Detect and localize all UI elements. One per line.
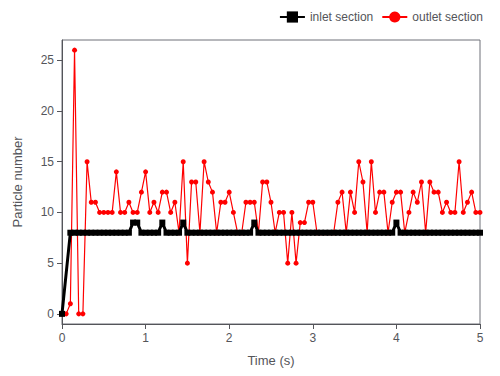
svg-text:15: 15 [41, 155, 55, 169]
svg-text:10: 10 [41, 205, 55, 219]
svg-text:inlet section: inlet section [310, 10, 373, 24]
svg-text:3: 3 [309, 331, 316, 345]
svg-text:2: 2 [226, 331, 233, 345]
svg-text:0: 0 [47, 307, 54, 321]
svg-text:0: 0 [59, 331, 66, 345]
svg-text:1: 1 [142, 331, 149, 345]
svg-text:5: 5 [477, 331, 484, 345]
svg-text:20: 20 [41, 104, 55, 118]
svg-text:5: 5 [47, 256, 54, 270]
svg-text:Time (s): Time (s) [247, 353, 294, 368]
svg-text:25: 25 [41, 53, 55, 67]
svg-text:outlet section: outlet section [412, 10, 483, 24]
svg-text:4: 4 [393, 331, 400, 345]
svg-text:Particle number: Particle number [10, 136, 25, 228]
